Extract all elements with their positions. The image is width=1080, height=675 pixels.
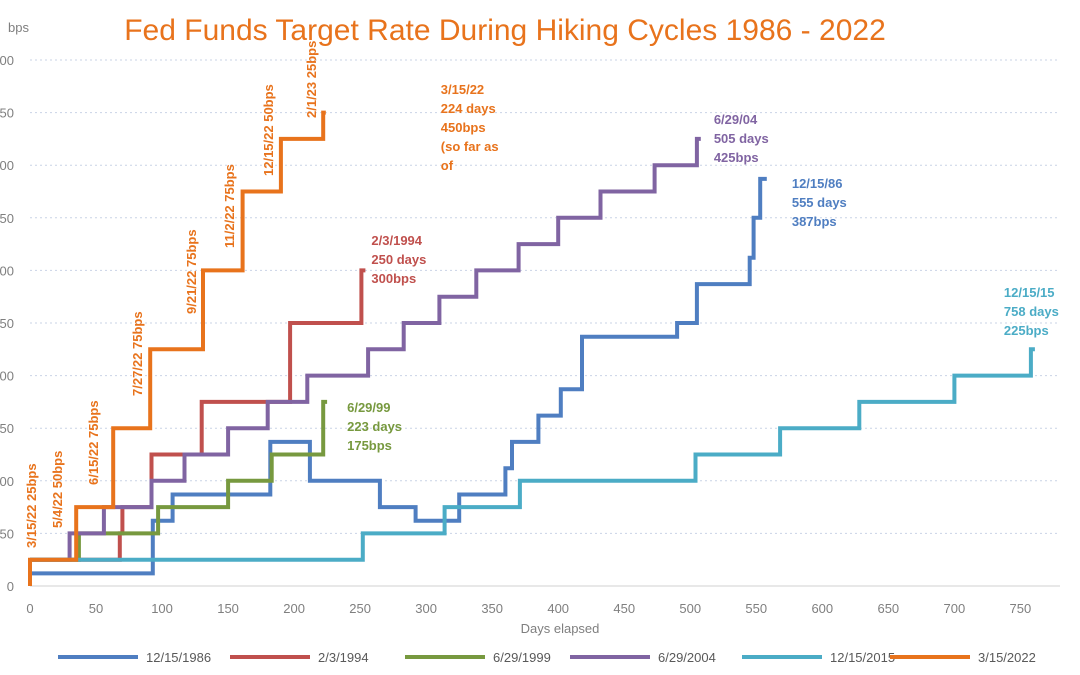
step-label: 11/2/22 75bps: [222, 164, 237, 248]
y-tick-label: 0: [7, 579, 14, 594]
annotations: 3/15/22 224 days 450bps (so far as of 2/3/199…: [347, 82, 1059, 453]
x-tick-label: 650: [877, 601, 899, 616]
annotation-3-line: 505 days: [714, 131, 769, 146]
y-axis-unit-label: bps: [8, 20, 29, 35]
annotation-4-line: 12/15/86: [792, 176, 843, 191]
annotation-5-line: 12/15/15: [1004, 285, 1055, 300]
chart-title: Fed Funds Target Rate During Hiking Cycl…: [124, 14, 886, 47]
annotation-5-line: 225bps: [1004, 323, 1049, 338]
step-labels: 3/15/22 25bps 5/4/22 50bps 6/15/22 75bps 7/…: [24, 41, 319, 548]
legend: 12/15/1986 2/3/1994 6/29/1999 6/29/2004 12/1…: [58, 650, 1036, 665]
step-label: 5/4/22 50bps: [50, 451, 65, 528]
x-tick-label: 600: [811, 601, 833, 616]
legend-label: 12/15/1986: [146, 650, 211, 665]
legend-label: 2/3/1994: [318, 650, 369, 665]
x-tick-label: 0: [26, 601, 33, 616]
legend-label: 3/15/2022: [978, 650, 1036, 665]
annotation-0-line: 3/15/22: [441, 82, 484, 97]
step-label: 3/15/22 25bps: [24, 463, 39, 548]
x-tick-label: 750: [1010, 601, 1032, 616]
x-tick-label: 500: [679, 601, 701, 616]
y-tick-label: 00: [0, 53, 14, 68]
x-axis-label: Days elapsed: [521, 621, 600, 636]
x-tick-label: 300: [415, 601, 437, 616]
y-tick-label: 00: [0, 263, 14, 278]
annotation-1-line: 2/3/1994: [371, 233, 422, 248]
x-tick-label: 50: [89, 601, 103, 616]
y-tick-label: 50: [0, 316, 14, 331]
series-lines: [28, 110, 1035, 586]
x-tick-label: 200: [283, 601, 305, 616]
series-line-4: [30, 347, 1035, 562]
annotation-0-line: of: [441, 158, 454, 173]
step-label: 2/1/23 25bps: [304, 41, 319, 118]
y-tick-label: 00: [0, 369, 14, 384]
y-axis-ticks: 0 50 00 50 00 50 00 50 00 50 00: [0, 53, 14, 594]
annotation-3-line: 6/29/04: [714, 112, 758, 127]
x-tick-label: 550: [745, 601, 767, 616]
legend-label: 6/29/1999: [493, 650, 551, 665]
legend-label: 6/29/2004: [658, 650, 716, 665]
y-tick-label: 50: [0, 421, 14, 436]
annotation-1-line: 300bps: [371, 271, 416, 286]
x-tick-label: 100: [151, 601, 173, 616]
annotation-0-line: (so far as: [441, 139, 499, 154]
step-label: 9/21/22 75bps: [184, 229, 199, 314]
series-line-0: [30, 176, 767, 576]
x-tick-label: 450: [613, 601, 635, 616]
series-line-2: [30, 399, 328, 562]
x-tick-label: 400: [547, 601, 569, 616]
annotation-2-line: 175bps: [347, 438, 392, 453]
annotation-0-line: 450bps: [441, 120, 486, 135]
y-tick-label: 50: [0, 526, 14, 541]
step-label: 6/15/22 75bps: [86, 400, 101, 485]
x-tick-label: 150: [217, 601, 239, 616]
y-tick-label: 50: [0, 211, 14, 226]
y-tick-label: 50: [0, 106, 14, 121]
annotation-2-line: 6/29/99: [347, 400, 390, 415]
annotation-2-line: 223 days: [347, 419, 402, 434]
y-tick-label: 00: [0, 158, 14, 173]
x-tick-label: 700: [944, 601, 966, 616]
x-tick-label: 250: [349, 601, 371, 616]
x-tick-label: 350: [481, 601, 503, 616]
series-line-5: [28, 110, 326, 586]
annotation-4-line: 555 days: [792, 195, 847, 210]
annotation-5-line: 758 days: [1004, 304, 1059, 319]
y-tick-label: 00: [0, 474, 14, 489]
annotation-1-line: 250 days: [371, 252, 426, 267]
annotation-0-line: 224 days: [441, 101, 496, 116]
series-line-3: [30, 136, 701, 562]
step-label: 12/15/22 50bps: [261, 84, 276, 176]
legend-label: 12/15/2015: [830, 650, 895, 665]
annotation-4-line: 387bps: [792, 214, 837, 229]
x-axis-ticks: 0 50 100 150 200 250 300 350 400 450 500 550 600 650 7…: [26, 601, 1031, 616]
step-label: 7/27/22 75bps: [130, 311, 145, 396]
annotation-3-line: 425bps: [714, 150, 759, 165]
